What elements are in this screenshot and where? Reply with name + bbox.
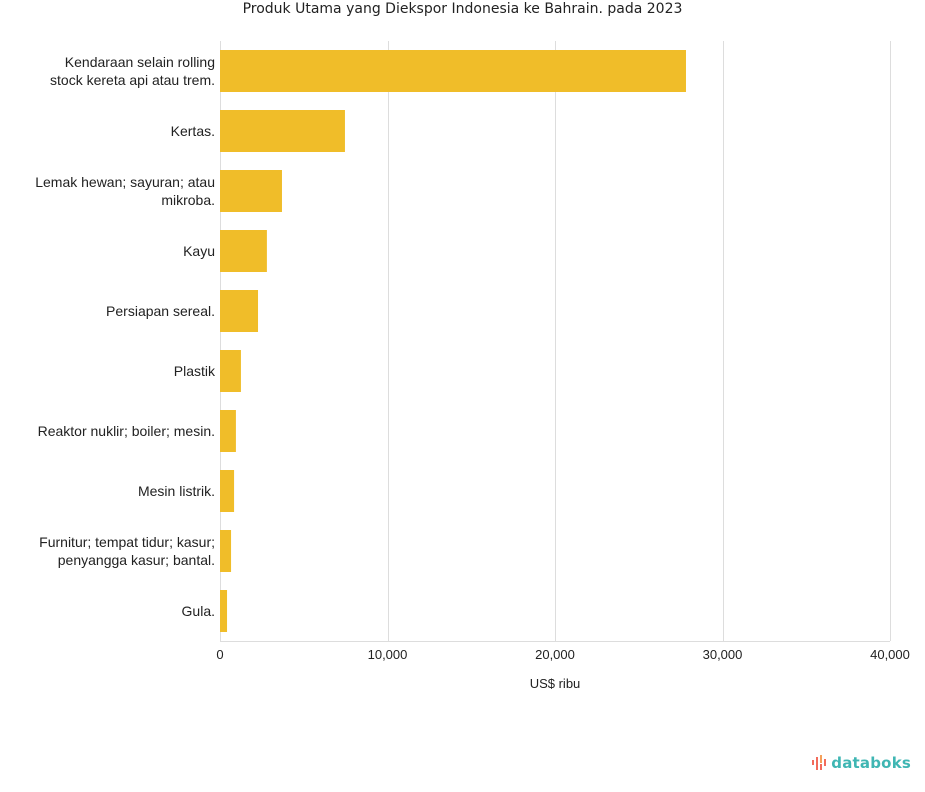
category-label: Kertas. xyxy=(171,123,215,139)
bar[interactable] xyxy=(220,590,228,632)
category-label-line: Kertas. xyxy=(171,123,215,139)
category-label-line: Kendaraan selain rolling xyxy=(65,54,215,70)
bar[interactable] xyxy=(220,530,232,572)
x-axis-ticks: 0 10,000 20,000 30,000 40,000 xyxy=(216,647,910,662)
category-label: Mesin listrik. xyxy=(138,483,215,499)
x-tick-label: 30,000 xyxy=(703,647,743,662)
category-label-line: Mesin listrik. xyxy=(138,483,215,499)
bar[interactable] xyxy=(220,470,235,512)
category-label: Reaktor nuklir; boiler; mesin. xyxy=(38,423,215,439)
category-label: Furnitur; tempat tidur; kasur; penyangga … xyxy=(39,534,215,568)
x-axis-title: US$ ribu xyxy=(530,676,581,691)
category-label-line: Plastik xyxy=(174,363,216,379)
category-label: Kendaraan selain rolling stock kereta api… xyxy=(50,54,215,88)
bar[interactable] xyxy=(220,410,236,452)
bar[interactable] xyxy=(220,170,282,212)
x-tick-label: 40,000 xyxy=(870,647,910,662)
bar[interactable] xyxy=(220,230,267,272)
bar[interactable] xyxy=(220,350,241,392)
category-labels: Kendaraan selain rolling stock kereta api… xyxy=(35,54,216,619)
databoks-brand: databoks xyxy=(811,754,911,772)
x-tick-label: 10,000 xyxy=(368,647,408,662)
bar-layer xyxy=(220,50,686,632)
category-label: Persiapan sereal. xyxy=(106,303,215,319)
category-label-line: Furnitur; tempat tidur; kasur; xyxy=(39,534,215,550)
category-label-line: Lemak hewan; sayuran; atau xyxy=(35,174,215,190)
chart-title: Produk Utama yang Diekspor Indonesia ke … xyxy=(242,1,683,17)
bar[interactable] xyxy=(220,110,345,152)
category-label: Kayu xyxy=(183,243,215,259)
category-label-line: Persiapan sereal. xyxy=(106,303,215,319)
category-label-line: stock kereta api atau trem. xyxy=(50,72,215,88)
category-label: Lemak hewan; sayuran; atau mikroba. xyxy=(35,174,215,208)
bar[interactable] xyxy=(220,290,259,332)
x-tick-label: 0 xyxy=(216,647,223,662)
category-label-line: Gula. xyxy=(182,603,215,619)
category-label-line: Reaktor nuklir; boiler; mesin. xyxy=(38,423,215,439)
category-label: Gula. xyxy=(182,603,215,619)
category-label-line: penyangga kasur; bantal. xyxy=(58,552,215,568)
category-label: Plastik xyxy=(174,363,216,379)
x-tick-label: 20,000 xyxy=(535,647,575,662)
category-label-line: Kayu xyxy=(183,243,215,259)
databoks-logo-icon xyxy=(812,755,827,770)
brand-name: databoks xyxy=(831,754,911,772)
bar[interactable] xyxy=(220,50,686,92)
category-label-line: mikroba. xyxy=(161,192,215,208)
